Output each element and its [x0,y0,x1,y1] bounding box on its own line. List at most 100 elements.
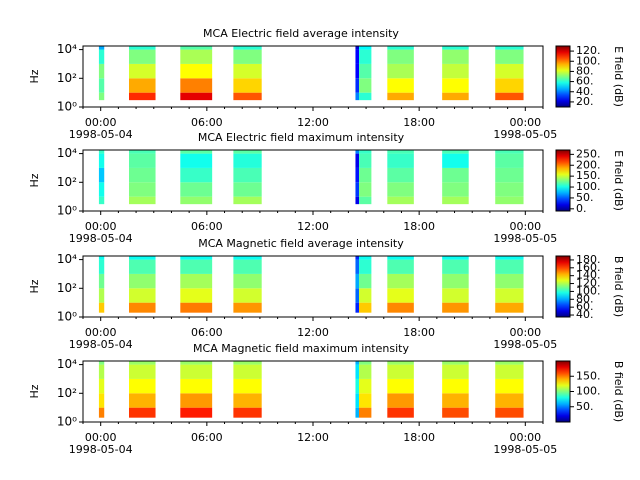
colorbar-tick-label: 60. [576,300,594,313]
heatmap-cell [129,256,156,260]
y-tick-label: 10⁴ [57,252,77,266]
heatmap-cell [129,182,156,197]
y-axis-label: Hz [28,384,41,398]
heatmap-cell [359,49,372,64]
heatmap-cell [355,153,359,168]
heatmap-cell [387,78,414,93]
heatmap-cell [233,153,262,168]
heatmap-cell [129,63,156,79]
heatmap-cell [355,49,359,64]
heatmap-cell [180,196,213,205]
heatmap-cell [233,393,262,408]
heatmap-cell [180,378,213,394]
heatmap-cell [98,63,105,79]
heatmap-cell [98,167,105,183]
colorbar-tick-label: 250. [576,147,601,160]
heatmap-cell [355,182,359,197]
y-tick-label: 10⁰ [57,310,77,324]
x-tick-label: 06:00 [191,116,223,129]
heatmap-cell [129,150,156,154]
colorbar-tick-label: 160. [576,261,601,274]
heatmap-cell [387,46,414,50]
heatmap-cell [442,407,469,418]
heatmap-cell [129,153,156,168]
heatmap-cell [233,378,262,394]
heatmap-cell [442,49,469,64]
heatmap-cell [355,393,359,408]
heatmap-cell [180,78,213,93]
colorbar [555,360,571,423]
heatmap-cell [180,63,213,79]
y-tick-label: 10⁰ [57,204,77,218]
heatmap-cell [359,288,372,303]
heatmap-cell [442,273,469,289]
heatmap-cell [359,150,372,154]
heatmap-cell [495,46,524,50]
heatmap-cell [98,302,105,313]
x-tick-label: 18:00 [403,220,435,233]
heatmap-cell [442,153,469,168]
heatmap-cell [442,78,469,93]
heatmap-cell [129,361,156,365]
heatmap-cell [442,364,469,379]
heatmap-cell [129,378,156,394]
y-tick-label: 10⁴ [57,357,77,371]
x-tick-label: 06:00 [191,431,223,444]
heatmap-cell [98,393,105,408]
heatmap-cell [98,361,105,365]
x-date-label: 1998-05-04 [69,128,133,141]
heatmap-cell [387,407,414,418]
heatmap-cell [359,393,372,408]
y-tick-label: 10⁰ [57,100,77,114]
heatmap-cell [495,273,524,289]
heatmap-cell [495,364,524,379]
heatmap-cell [98,153,105,168]
heatmap-cell [180,167,213,183]
heatmap-cell [442,167,469,183]
heatmap-cell [233,288,262,303]
heatmap-cell [355,302,359,313]
heatmap-cell [233,167,262,183]
colorbar-tick-label: 80. [576,292,594,305]
x-tick-label: 06:00 [191,326,223,339]
heatmap-cell [355,256,359,260]
heatmap-cell [355,46,359,50]
colorbar-label: E field (dB) [612,46,625,107]
heatmap-cell [98,92,105,101]
x-date-label: 1998-05-05 [493,443,557,456]
heatmap-cell [129,302,156,313]
x-tick-label: 18:00 [403,431,435,444]
colorbar-tick-label: 200. [576,158,601,171]
heatmap-cell [233,361,262,365]
heatmap-cell [359,273,372,289]
heatmap-cell [359,92,372,101]
heatmap-cell [355,196,359,205]
colorbar-tick-label: 140. [576,269,601,282]
y-tick-label: 10² [57,175,77,189]
heatmap-cell [359,364,372,379]
x-date-label: 1998-05-04 [69,232,133,245]
heatmap-cell [442,150,469,154]
heatmap-cell [359,182,372,197]
heatmap-cell [98,78,105,93]
heatmap-cell [387,393,414,408]
heatmap-cell [129,92,156,101]
heatmap-cell [233,256,262,260]
heatmap-cell [387,288,414,303]
y-tick-label: 10⁰ [57,415,77,429]
heatmap-cell [355,92,359,101]
heatmap-cell [98,256,105,260]
heatmap-cell [98,407,105,418]
colorbar-tick-label: 120. [576,277,601,290]
heatmap-cell [442,182,469,197]
heatmap-cell [495,393,524,408]
heatmap-cell [180,46,213,50]
heatmap-cell [359,196,372,205]
heatmap-cell [355,288,359,303]
heatmap-cell [387,49,414,64]
heatmap-cell [442,361,469,365]
x-date-label: 1998-05-04 [69,338,133,351]
heatmap-cell [233,46,262,50]
x-tick-label: 00:00 [509,326,541,339]
chart-title: MCA Electric field average intensity [203,27,399,40]
